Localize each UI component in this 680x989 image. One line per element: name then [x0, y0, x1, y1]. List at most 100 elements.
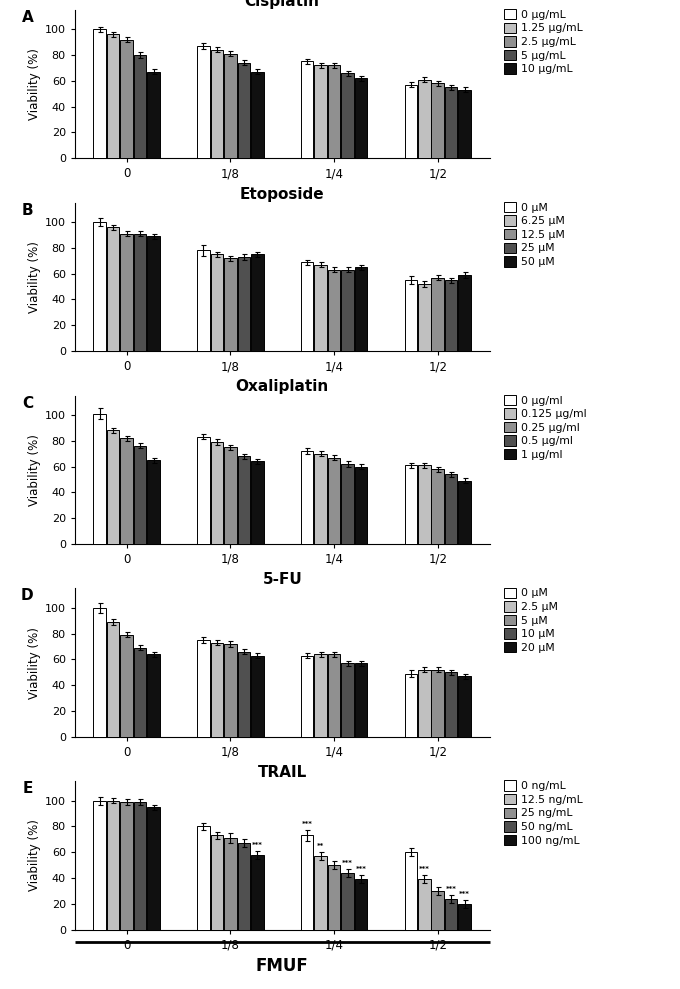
Bar [237, 844, 250, 930]
Bar [328, 865, 340, 930]
Bar [93, 413, 106, 544]
Title: TRAIL: TRAIL [258, 765, 307, 780]
Legend: 0 μM, 2.5 μM, 5 μM, 10 μM, 20 μM: 0 μM, 2.5 μM, 5 μM, 10 μM, 20 μM [503, 586, 559, 654]
Bar [355, 664, 367, 737]
Text: C: C [22, 396, 33, 410]
Legend: 0 μg/mL, 1.25 μg/mL, 2.5 μg/mL, 5 μg/mL, 10 μg/mL: 0 μg/mL, 1.25 μg/mL, 2.5 μg/mL, 5 μg/mL,… [503, 8, 583, 75]
Bar [107, 801, 120, 930]
Text: ***: *** [252, 842, 262, 848]
Bar [251, 462, 264, 544]
Bar [432, 891, 444, 930]
Bar [405, 674, 417, 737]
Bar [148, 655, 160, 737]
Bar [405, 853, 417, 930]
Bar [134, 55, 146, 158]
Bar [211, 442, 223, 544]
Text: ***: *** [419, 866, 430, 872]
Bar [301, 451, 313, 544]
Bar [251, 656, 264, 737]
Y-axis label: Viability (%): Viability (%) [28, 627, 41, 698]
Bar [224, 838, 237, 930]
Bar [93, 30, 106, 158]
Bar [458, 275, 471, 351]
Bar [224, 447, 237, 544]
Bar [314, 454, 327, 544]
Legend: 0 μM, 6.25 μM, 12.5 μM, 25 μM, 50 μM: 0 μM, 6.25 μM, 12.5 μM, 25 μM, 50 μM [503, 201, 566, 268]
Bar [148, 807, 160, 930]
Bar [445, 280, 458, 351]
Bar [134, 802, 146, 930]
Bar [107, 227, 120, 351]
Bar [445, 673, 458, 737]
Y-axis label: Viability (%): Viability (%) [28, 434, 41, 505]
Bar [418, 284, 430, 351]
Bar [341, 873, 354, 930]
Bar [355, 467, 367, 544]
Bar [93, 608, 106, 737]
Text: ***: *** [342, 859, 353, 865]
Y-axis label: Viability (%): Viability (%) [28, 820, 41, 891]
Bar [197, 827, 209, 930]
Text: D: D [20, 588, 33, 603]
Bar [341, 73, 354, 158]
Bar [93, 801, 106, 930]
Text: **: ** [317, 843, 324, 849]
Bar [197, 437, 209, 544]
Bar [107, 430, 120, 544]
Bar [134, 233, 146, 351]
Bar [458, 904, 471, 930]
Bar [211, 254, 223, 351]
Bar [197, 250, 209, 351]
Bar [237, 652, 250, 737]
Bar [418, 465, 430, 544]
Bar [134, 446, 146, 544]
Bar [445, 475, 458, 544]
Bar [328, 270, 340, 351]
Bar [355, 78, 367, 158]
Bar [432, 670, 444, 737]
Bar [197, 46, 209, 158]
Text: B: B [22, 203, 33, 218]
Bar [224, 258, 237, 351]
Bar [355, 267, 367, 351]
Bar [328, 65, 340, 158]
Bar [224, 53, 237, 158]
Bar [120, 438, 133, 544]
Bar [405, 465, 417, 544]
Bar [418, 79, 430, 158]
Bar [355, 879, 367, 930]
Bar [458, 676, 471, 737]
Bar [107, 35, 120, 158]
Bar [405, 280, 417, 351]
Bar [314, 655, 327, 737]
Text: A: A [22, 10, 33, 25]
Bar [237, 62, 250, 158]
Bar [341, 464, 354, 544]
Bar [251, 254, 264, 351]
Bar [301, 262, 313, 351]
Bar [148, 236, 160, 351]
Bar [458, 90, 471, 158]
Bar [445, 899, 458, 930]
Bar [432, 83, 444, 158]
Bar [197, 640, 209, 737]
Legend: 0 μg/ml, 0.125 μg/ml, 0.25 μg/ml, 0.5 μg/ml, 1 μg/ml: 0 μg/ml, 0.125 μg/ml, 0.25 μg/ml, 0.5 μg… [503, 394, 588, 461]
Y-axis label: Viability (%): Viability (%) [28, 48, 41, 120]
Bar [251, 854, 264, 930]
Bar [341, 664, 354, 737]
Bar [211, 49, 223, 158]
Title: Etoposide: Etoposide [240, 187, 324, 202]
Bar [405, 85, 417, 158]
Title: Cisplatin: Cisplatin [245, 0, 320, 9]
Bar [328, 458, 340, 544]
Bar [120, 635, 133, 737]
Bar [301, 61, 313, 158]
Bar [120, 802, 133, 930]
Bar [211, 836, 223, 930]
Bar [458, 481, 471, 544]
Bar [328, 655, 340, 737]
Bar [301, 656, 313, 737]
Text: E: E [23, 781, 33, 796]
Bar [314, 856, 327, 930]
Bar [148, 460, 160, 544]
